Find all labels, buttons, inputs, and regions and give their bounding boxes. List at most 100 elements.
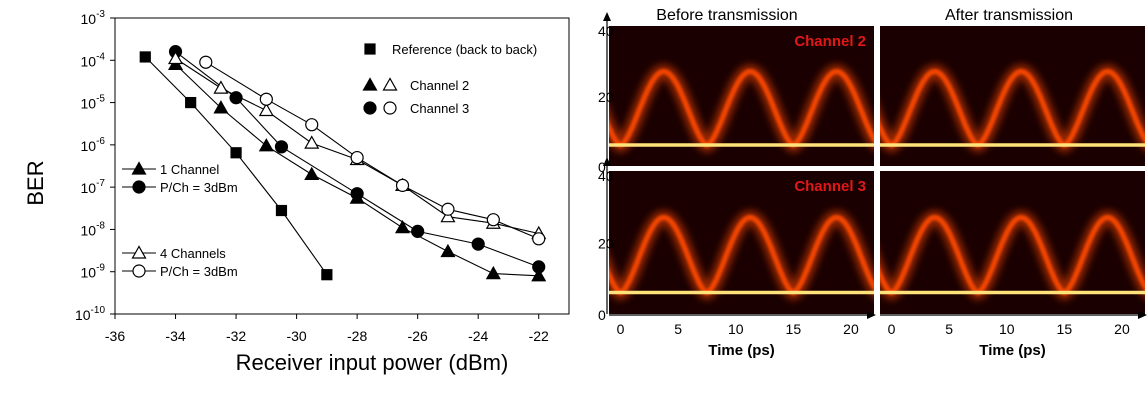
ber-x-tick-label: -24 xyxy=(468,328,488,344)
eye-x-axis-title: Time (ps) xyxy=(979,342,1045,359)
ber-series xyxy=(139,45,547,282)
ber-data-point xyxy=(305,118,319,132)
ber-x-axis-title: Receiver input power (dBm) xyxy=(236,350,509,375)
ber-data-point xyxy=(395,219,411,234)
ber-y-tick-base: 10 xyxy=(75,307,91,323)
ber-y-tick-exponent: -5 xyxy=(96,94,105,105)
ber-y-tick-exponent: -8 xyxy=(96,220,105,231)
eye-x-tick-label: 0 xyxy=(617,321,625,337)
eye-x-tick-label: 5 xyxy=(945,321,953,337)
ber-y-tick-base: 10 xyxy=(81,96,97,112)
ber-data-point xyxy=(471,237,485,251)
ber-y-tick-label: 10-9 xyxy=(81,263,106,281)
legend-reference-label: Reference (back to back) xyxy=(392,42,537,57)
ber-x-tick-label: -22 xyxy=(529,328,549,344)
eye-traces xyxy=(609,64,874,153)
legend-circle-open xyxy=(383,101,397,115)
legend-reference-marker xyxy=(364,43,376,55)
eye-y-tick-label: 20 xyxy=(598,89,614,105)
eye-x-tick-label: 20 xyxy=(843,321,859,337)
eye-x-tick-label: 15 xyxy=(1057,321,1073,337)
eye-trace xyxy=(609,214,874,296)
eye-x-axis-title: Time (ps) xyxy=(708,342,774,359)
eye-traces xyxy=(880,210,1145,301)
ber-data-point xyxy=(229,91,243,105)
eye-panel-0: Channel 2 xyxy=(609,26,874,166)
ber-x-tick-label: -36 xyxy=(105,328,125,344)
legend-triangle-open xyxy=(131,245,147,259)
ber-x-ticks: -36 -34 -32 -30 -28 -26 -24 -22 xyxy=(105,314,549,344)
legend-four-line-1: 4 Channels xyxy=(160,246,226,261)
ber-data-point xyxy=(258,102,274,117)
ber-series-0 xyxy=(139,51,333,281)
eye-trace xyxy=(880,214,1145,296)
legend-four-line-2: P/Ch = 3dBm xyxy=(160,264,238,279)
ber-y-tick-exponent: -4 xyxy=(96,51,105,62)
ber-data-point xyxy=(139,51,151,63)
legend-circle-open xyxy=(132,264,146,278)
ber-data-point xyxy=(275,204,288,217)
legend-top: Reference (back to back) Channel 2 Chann… xyxy=(362,42,537,116)
ber-data-point xyxy=(185,96,197,109)
eye-diagrams: Before transmission After transmission C… xyxy=(598,7,1147,359)
eye-y-tick-label: 40 xyxy=(598,23,614,39)
ber-data-point xyxy=(199,55,213,69)
eye-x-tick-label: 15 xyxy=(786,321,802,337)
ber-y-tick-exponent: -9 xyxy=(96,263,105,274)
ber-chart: -36 -34 -32 -30 -28 -26 -24 -22 10-310-410-510-… xyxy=(23,9,570,375)
eye-title-after: After transmission xyxy=(945,7,1073,24)
ber-y-tick-exponent: -3 xyxy=(96,9,105,20)
ber-y-tick-exponent: -6 xyxy=(96,136,105,147)
ber-x-tick-label: -26 xyxy=(408,328,428,344)
legend-channel-2-label: Channel 2 xyxy=(410,78,469,93)
ber-x-tick-label: -32 xyxy=(226,328,246,344)
ber-y-tick-base: 10 xyxy=(81,11,97,27)
ber-y-tick-label: 10-5 xyxy=(81,94,106,112)
eye-y-tick-label: 0 xyxy=(598,159,606,175)
eye-x-axis-arrow xyxy=(867,311,876,319)
eye-traces xyxy=(880,64,1145,153)
ber-data-point xyxy=(213,100,229,114)
legend-channel-3-label: Channel 3 xyxy=(410,101,469,116)
ber-x-tick-label: -34 xyxy=(165,328,185,344)
eye-channel-label: Channel 3 xyxy=(794,178,866,195)
ber-data-point xyxy=(486,213,500,227)
ber-y-tick-label: 10-4 xyxy=(81,51,106,69)
ber-data-point xyxy=(213,80,229,94)
ber-data-point xyxy=(350,150,364,165)
eye-x-tick-label: 20 xyxy=(1114,321,1130,337)
legend-single-channel-markers xyxy=(122,161,156,194)
eye-panel-3 xyxy=(880,171,1145,314)
eye-y-axis-arrow xyxy=(603,157,611,166)
ber-series-2 xyxy=(168,45,546,274)
eye-y-tick-label: 0 xyxy=(598,307,606,323)
ber-data-point xyxy=(440,208,456,223)
ber-y-axis-title: BER xyxy=(23,160,48,205)
ber-y-tick-label: 10-7 xyxy=(81,178,106,196)
ber-x-tick-label: -30 xyxy=(286,328,306,344)
eye-panels: Channel 2 Channel 3 xyxy=(609,26,1145,314)
ber-data-point xyxy=(440,243,456,258)
ber-data-point xyxy=(304,135,320,149)
eye-title-before: Before transmission xyxy=(656,7,797,24)
ber-data-point xyxy=(350,187,364,201)
eye-x-tick-label: 0 xyxy=(888,321,896,337)
ber-data-point xyxy=(321,269,333,281)
eye-panel-1 xyxy=(880,26,1145,166)
ber-data-point xyxy=(531,268,547,282)
eye-x-tick-label: 10 xyxy=(999,321,1015,337)
ber-series-4 xyxy=(199,55,546,246)
legend-single-line-2: P/Ch = 3dBm xyxy=(160,180,238,195)
ber-y-tick-base: 10 xyxy=(81,265,97,281)
ber-data-point xyxy=(395,178,410,192)
ber-y-tick-label: 10-6 xyxy=(81,136,106,154)
eye-trace xyxy=(609,68,874,148)
legend-single-line-1: 1 Channel xyxy=(160,162,219,177)
ber-series-line xyxy=(205,61,539,240)
ber-y-tick-base: 10 xyxy=(81,138,97,154)
legend-square-filled xyxy=(364,43,376,55)
legend-channel-2-markers xyxy=(362,77,398,91)
eye-panel-2: Channel 3 xyxy=(609,171,874,314)
legend-circle-filled xyxy=(132,180,146,194)
